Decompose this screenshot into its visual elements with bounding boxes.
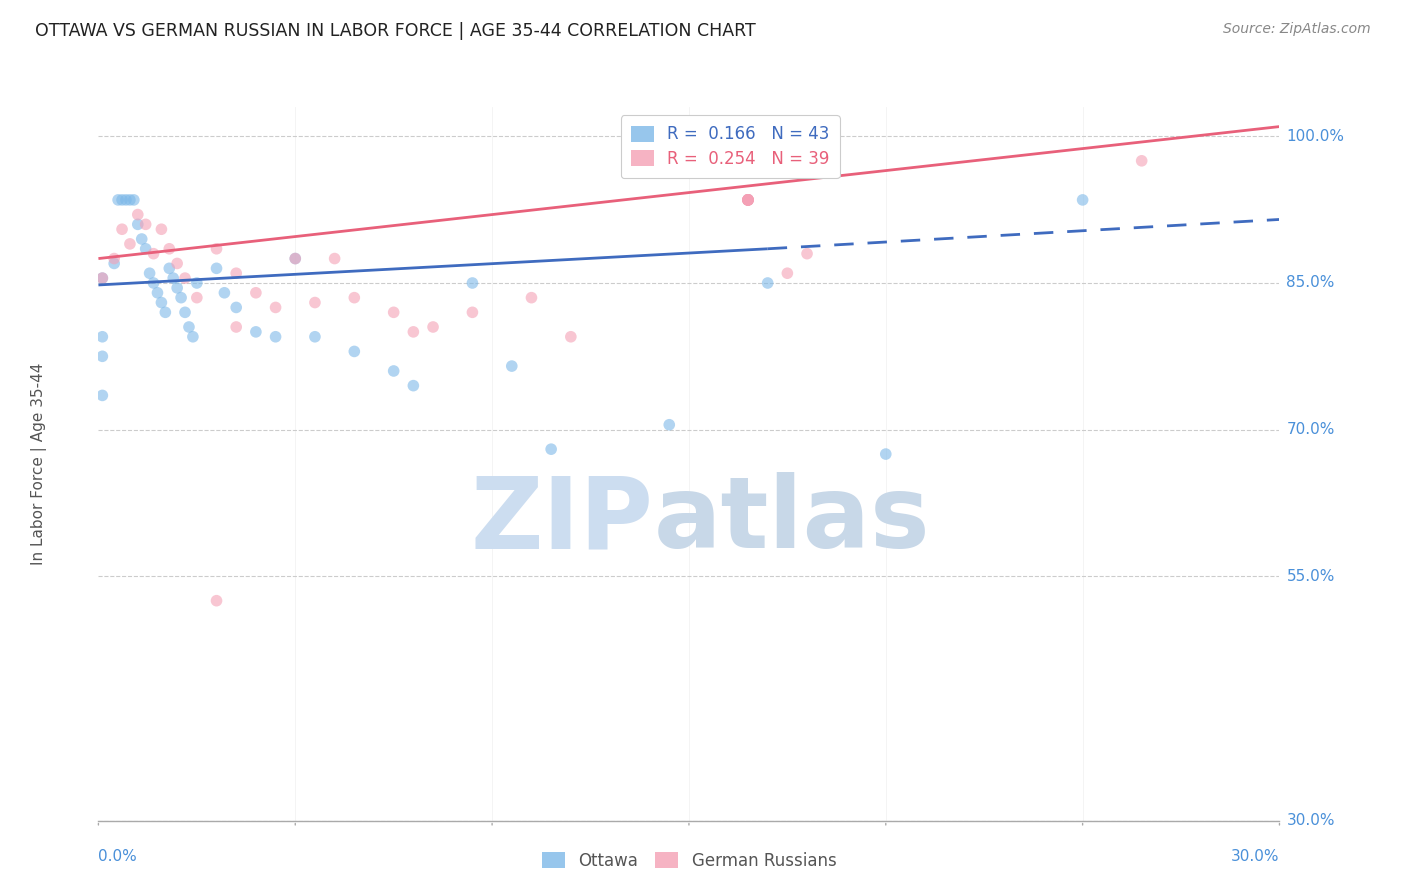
- Point: [737, 193, 759, 207]
- Point: [756, 276, 779, 290]
- Text: 30.0%: 30.0%: [1286, 814, 1334, 828]
- Point: [245, 285, 267, 300]
- Point: [91, 388, 114, 402]
- Point: [170, 291, 193, 305]
- Point: [284, 252, 307, 266]
- Point: [91, 330, 114, 344]
- Point: [166, 281, 188, 295]
- Point: [174, 271, 197, 285]
- Point: [174, 305, 197, 319]
- Point: [205, 261, 228, 276]
- Point: [142, 276, 165, 290]
- Point: [131, 232, 153, 246]
- Text: 55.0%: 55.0%: [1286, 569, 1334, 583]
- Point: [135, 218, 157, 232]
- Point: [264, 330, 287, 344]
- Point: [150, 222, 173, 236]
- Text: Source: ZipAtlas.com: Source: ZipAtlas.com: [1223, 22, 1371, 37]
- Point: [157, 261, 180, 276]
- Point: [501, 359, 523, 373]
- Point: [1071, 193, 1094, 207]
- Point: [1130, 153, 1153, 168]
- Text: OTTAWA VS GERMAN RUSSIAN IN LABOR FORCE | AGE 35-44 CORRELATION CHART: OTTAWA VS GERMAN RUSSIAN IN LABOR FORCE …: [35, 22, 756, 40]
- Point: [135, 242, 157, 256]
- Point: [245, 325, 267, 339]
- Point: [118, 236, 141, 251]
- Point: [166, 256, 188, 270]
- Point: [737, 193, 759, 207]
- Point: [225, 301, 247, 315]
- Point: [107, 193, 129, 207]
- Point: [150, 295, 173, 310]
- Point: [737, 193, 759, 207]
- Point: [284, 252, 307, 266]
- Point: [138, 266, 160, 280]
- Point: [142, 246, 165, 260]
- Point: [186, 276, 208, 290]
- Point: [402, 378, 425, 392]
- Point: [225, 266, 247, 280]
- Point: [737, 193, 759, 207]
- Point: [91, 349, 114, 363]
- Point: [796, 246, 818, 260]
- Point: [146, 285, 169, 300]
- Point: [157, 242, 180, 256]
- Point: [382, 305, 405, 319]
- Point: [737, 193, 759, 207]
- Text: 85.0%: 85.0%: [1286, 276, 1334, 291]
- Point: [162, 271, 184, 285]
- Point: [205, 593, 228, 607]
- Point: [520, 291, 543, 305]
- Point: [382, 364, 405, 378]
- Point: [111, 193, 134, 207]
- Point: [264, 301, 287, 315]
- Point: [225, 320, 247, 334]
- Point: [118, 193, 141, 207]
- Point: [115, 193, 138, 207]
- Point: [461, 305, 484, 319]
- Point: [875, 447, 897, 461]
- Point: [304, 295, 326, 310]
- Point: [155, 305, 177, 319]
- Point: [103, 256, 125, 270]
- Text: 100.0%: 100.0%: [1286, 128, 1344, 144]
- Point: [304, 330, 326, 344]
- Point: [127, 208, 149, 222]
- Text: atlas: atlas: [654, 473, 931, 569]
- Point: [186, 291, 208, 305]
- Point: [461, 276, 484, 290]
- Text: In Labor Force | Age 35-44: In Labor Force | Age 35-44: [31, 363, 48, 565]
- Text: 70.0%: 70.0%: [1286, 422, 1334, 437]
- Point: [91, 271, 114, 285]
- Point: [422, 320, 444, 334]
- Point: [214, 285, 236, 300]
- Legend: Ottawa, German Russians: Ottawa, German Russians: [534, 846, 844, 877]
- Point: [91, 271, 114, 285]
- Point: [540, 442, 562, 457]
- Point: [205, 242, 228, 256]
- Point: [737, 193, 759, 207]
- Point: [737, 193, 759, 207]
- Point: [323, 252, 346, 266]
- Point: [181, 330, 204, 344]
- Point: [560, 330, 582, 344]
- Point: [343, 344, 366, 359]
- Point: [343, 291, 366, 305]
- Point: [103, 252, 125, 266]
- Point: [111, 222, 134, 236]
- Text: 30.0%: 30.0%: [1232, 849, 1279, 864]
- Point: [122, 193, 145, 207]
- Point: [127, 218, 149, 232]
- Text: 0.0%: 0.0%: [98, 849, 138, 864]
- Point: [177, 320, 200, 334]
- Text: ZIP: ZIP: [471, 473, 654, 569]
- Point: [658, 417, 681, 432]
- Point: [737, 193, 759, 207]
- Point: [402, 325, 425, 339]
- Point: [776, 266, 799, 280]
